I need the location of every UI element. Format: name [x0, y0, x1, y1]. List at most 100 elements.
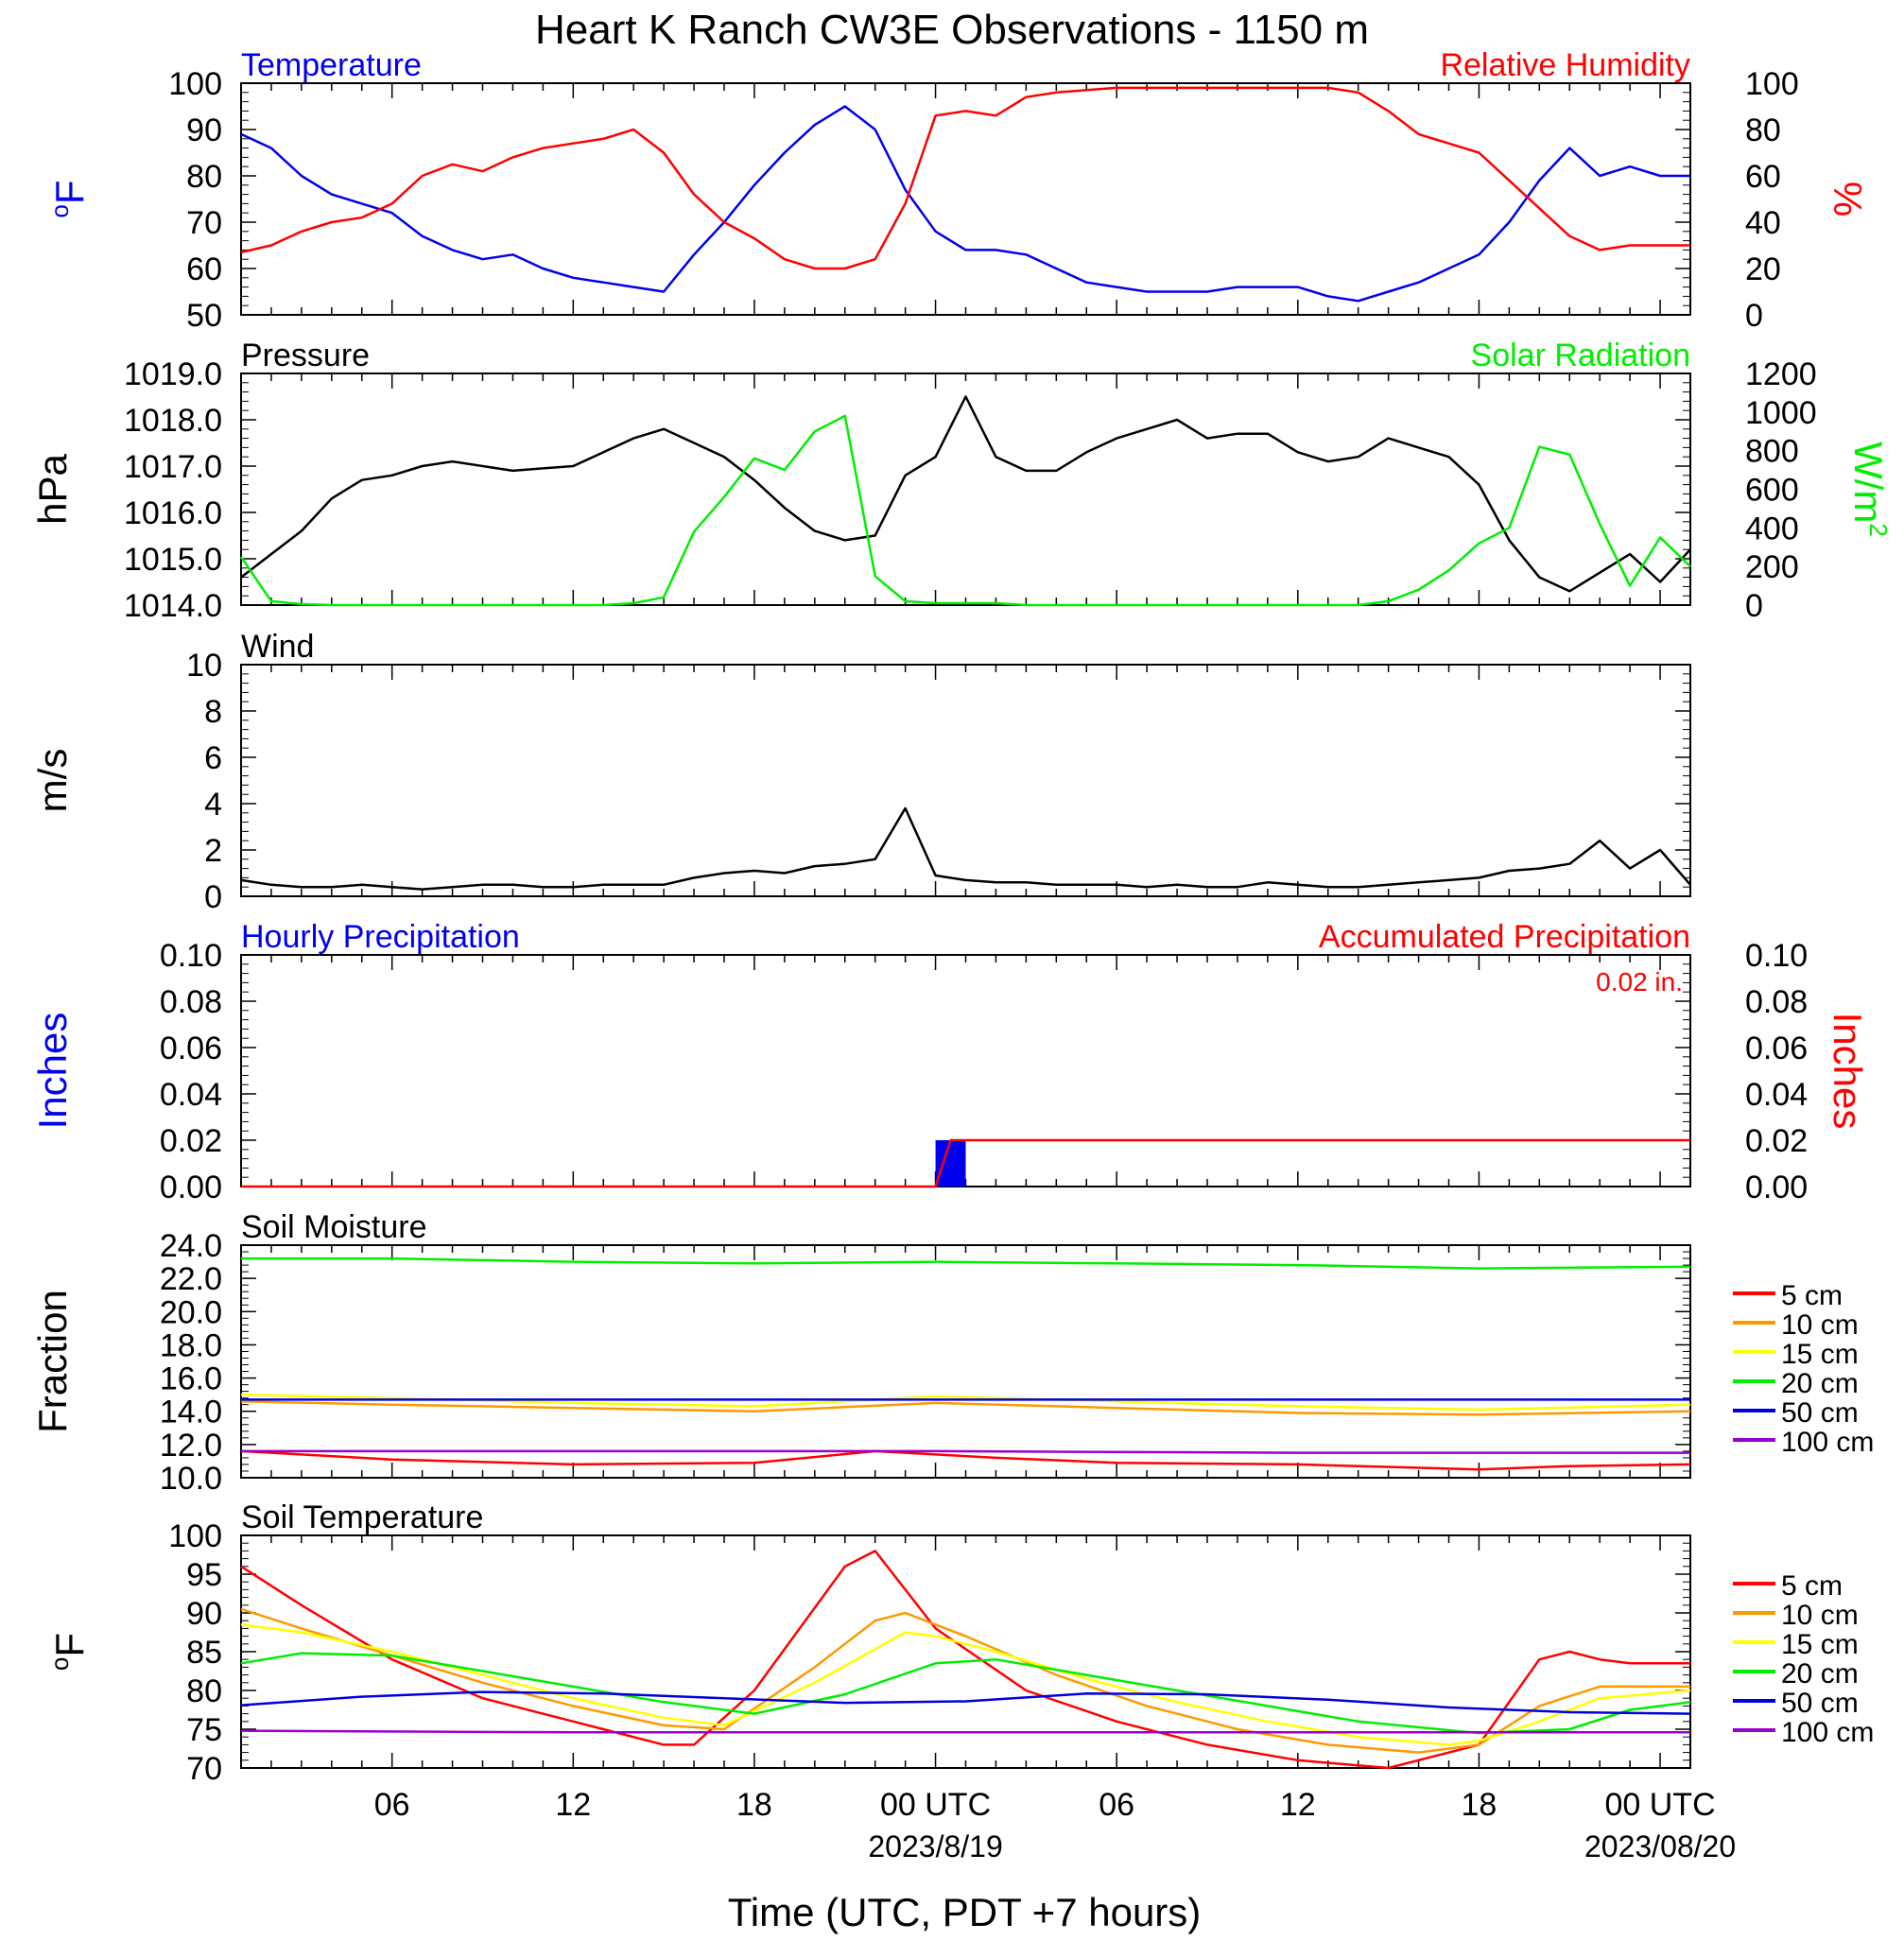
series-line-100-cm [241, 1449, 1690, 1454]
panel-title-right: Accumulated Precipitation [1319, 919, 1690, 955]
y-tick-label-left: 50 [186, 298, 222, 334]
y-tick-label-left: 95 [186, 1557, 222, 1593]
y-axis-title-right: Inches [1826, 1013, 1870, 1130]
y-tick-label-right: 80 [1745, 113, 1781, 148]
series-line-100-cm [240, 1729, 1690, 1734]
x-tick-label: 12 [555, 1787, 591, 1823]
y-tick-label-left: 0.08 [160, 984, 222, 1020]
series-line-accumulated-precipitation [241, 1138, 1690, 1188]
y-tick-label-right: 0.02 [1745, 1123, 1808, 1159]
y-tick-label-left: 80 [186, 1673, 222, 1709]
panel-soil_moisture: 10.012.014.016.018.020.022.024.0 Soil Moi… [30, 1209, 1691, 1497]
y-tick-label-right: 40 [1745, 205, 1781, 241]
y-tick-label-left: 22.0 [160, 1261, 222, 1297]
series-line-wind [240, 806, 1691, 891]
unit-wm: W/m [1846, 442, 1891, 523]
panel-title-left: Wind [241, 629, 314, 665]
series-line-solar-radiation [239, 414, 1691, 607]
y-tick-label-left: 4 [204, 787, 222, 823]
y-tick-label-right: 0 [1745, 588, 1763, 624]
x-axis: 06 12 18 00 UTC 2023/8/19 06 12 18 00 UTC 2023/08… [374, 1787, 1736, 1863]
y-tick-label-left: 100 [168, 66, 222, 102]
degree-sign: o [45, 1657, 74, 1671]
series-line-pressure [240, 395, 1691, 593]
y-tick-label-left: 2 [204, 833, 222, 869]
y-tick-label-right: 20 [1745, 251, 1781, 287]
y-axis-title-right: % [1826, 182, 1870, 217]
y-tick-label-right: 0.00 [1745, 1170, 1808, 1205]
y-tick-label-left: 24.0 [160, 1228, 222, 1264]
series-line-50-cm [240, 1690, 1691, 1715]
x-tick-label: 06 [1099, 1787, 1134, 1823]
y-tick-label-right: 0.08 [1745, 984, 1808, 1020]
x-tick-label: 18 [736, 1787, 772, 1823]
y-axis-title-left: Fraction [30, 1290, 75, 1433]
panel-precip: 0.00 0.02 0.04 0.06 0.08 0.10 0.00 0.02 0.04 0.06… [30, 919, 1870, 1205]
legend-label: 5 cm [1781, 1280, 1843, 1311]
legend-label: 20 cm [1781, 1368, 1859, 1399]
x-tick-label: 00 UTC [1604, 1787, 1715, 1823]
y-tick-label-left: 60 [186, 251, 222, 287]
y-tick-label-left: 1014.0 [124, 588, 222, 624]
panel-temp_rh: 50 60 70 80 90 100 0 20 40 60 80 100 Temperature Rela… [45, 47, 1870, 334]
x-tick-label: 18 [1462, 1787, 1497, 1823]
y-tick-label-left: 90 [186, 1596, 222, 1632]
y-tick-label-left: 0.10 [160, 938, 222, 974]
y-tick-label-left: 10.0 [160, 1461, 222, 1497]
y-tick-label-left: 16.0 [160, 1361, 222, 1397]
y-tick-label-right: 100 [1745, 66, 1799, 102]
panel-title-left: Temperature [241, 47, 422, 83]
y-tick-label-left: 0.06 [160, 1031, 222, 1066]
y-tick-label-left: 80 [186, 159, 222, 195]
y-tick-label-right: 60 [1745, 159, 1781, 195]
panel-wind: 0 2 4 6 8 10 Wind m/s [30, 629, 1691, 915]
y-tick-label-right: 800 [1745, 434, 1799, 470]
y-tick-label-right: 600 [1745, 473, 1799, 509]
legend-label: 100 cm [1781, 1427, 1874, 1458]
legend-label: 100 cm [1781, 1717, 1874, 1748]
precip-bar [935, 1140, 966, 1187]
x-tick-label: 00 UTC [880, 1787, 991, 1823]
y-tick-label-left: 10 [186, 648, 222, 684]
unit-sq: 2 [1864, 523, 1893, 536]
y-tick-label-right: 1200 [1745, 356, 1817, 392]
legend-label: 15 cm [1781, 1339, 1859, 1370]
precip-total-annotation: 0.02 in. [1596, 967, 1683, 996]
y-axis-title-left: Inches [30, 1013, 75, 1130]
panel-title-left: Hourly Precipitation [241, 919, 520, 955]
y-tick-label-right: 0.04 [1745, 1077, 1808, 1113]
x-tick-date-label: 2023/08/20 [1584, 1829, 1736, 1863]
y-tick-label-left: 1018.0 [124, 403, 222, 439]
legend-label: 5 cm [1781, 1570, 1843, 1602]
y-tick-label-left: 0.00 [160, 1170, 222, 1205]
y-tick-label-right: 400 [1745, 511, 1799, 546]
legend-label: 20 cm [1781, 1658, 1859, 1690]
series-line-relative-humidity [240, 86, 1690, 270]
y-tick-label-right: 0.10 [1745, 938, 1808, 974]
panel-title-left: Soil Temperature [241, 1499, 483, 1535]
legend-label: 10 cm [1781, 1309, 1859, 1341]
y-axis-title-left: oF [45, 1633, 92, 1671]
series-line-temperature [240, 105, 1690, 303]
y-axis-title-left: hPa [30, 453, 75, 524]
panel-title-left: Pressure [241, 338, 370, 373]
y-tick-label-left: 1015.0 [124, 542, 222, 578]
y-axis-title-left: m/s [30, 749, 75, 813]
series-line-20-cm [241, 1256, 1691, 1270]
y-tick-label-left: 70 [186, 1751, 222, 1787]
y-tick-label-right: 0 [1745, 298, 1763, 334]
y-tick-label-left: 6 [204, 740, 222, 776]
series-line-10-cm [240, 1399, 1691, 1416]
x-tick-label: 06 [374, 1787, 410, 1823]
y-tick-label-left: 18.0 [160, 1327, 222, 1363]
y-tick-label-left: 90 [186, 113, 222, 148]
panel-title-left: Soil Moisture [241, 1209, 427, 1245]
y-tick-label-left: 0 [204, 879, 222, 915]
y-tick-label-left: 1016.0 [124, 495, 222, 531]
x-tick-date-label: 2023/8/19 [868, 1829, 1002, 1863]
unit-f: F [47, 180, 92, 204]
